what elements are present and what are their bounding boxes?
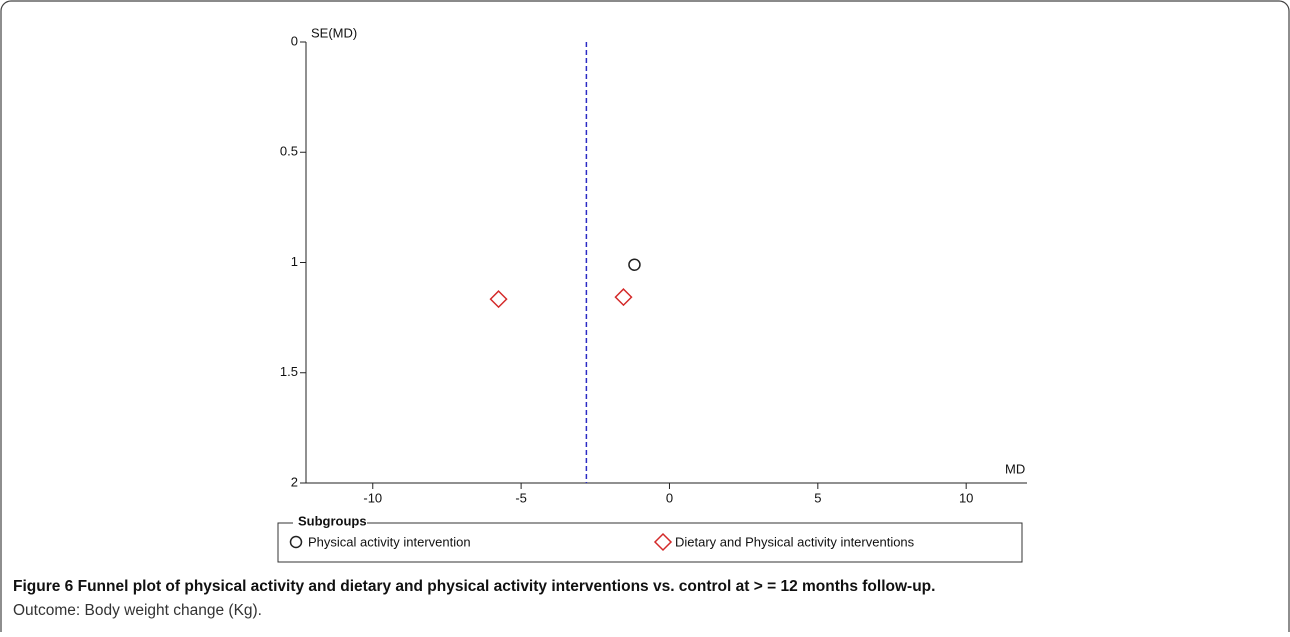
y-tick-label: 1 [291, 254, 298, 269]
caption-text: Outcome: Body weight change (Kg). [13, 602, 262, 619]
y-axis-label: SE(MD) [311, 25, 357, 40]
x-axis-label: MD [1005, 461, 1025, 476]
y-tick-label: 0.5 [280, 144, 298, 159]
legend-marker [289, 535, 303, 549]
x-tick-label: 5 [814, 490, 821, 505]
legend-title-bg [293, 514, 367, 530]
legend-label: Physical activity intervention [308, 534, 471, 549]
y-tick-label: 2 [291, 474, 298, 489]
x-tick-label: 0 [666, 490, 673, 505]
y-tick-label: 1.5 [280, 364, 298, 379]
caption-title: Figure 6 Funnel plot of physical activit… [13, 578, 935, 595]
x-tick-label: -10 [363, 490, 382, 505]
legend-box [277, 522, 1023, 563]
data-point [614, 288, 633, 307]
legend-title: Subgroups [298, 513, 367, 528]
legend-marker [653, 532, 673, 552]
data-point [489, 290, 508, 309]
y-tick-label: 0 [291, 33, 298, 48]
data-point [628, 258, 641, 271]
legend-label: Dietary and Physical activity interventi… [675, 534, 915, 549]
x-tick-label: -5 [515, 490, 527, 505]
x-tick-label: 10 [959, 490, 973, 505]
